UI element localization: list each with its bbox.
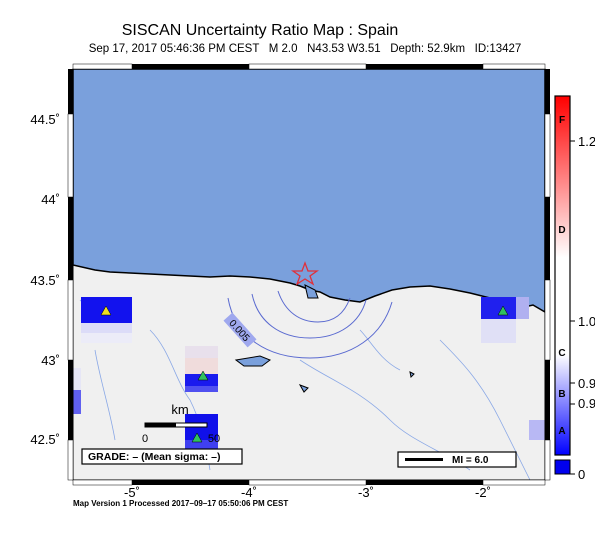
map-area[interactable]: 0.005 km 0 50 GRADE: – (Mean sigma: –) [73, 69, 545, 480]
station-triangle-icon[interactable] [191, 432, 203, 443]
colorbar-value: 0 [578, 467, 585, 482]
colorbar-grades: F D C B A [558, 115, 565, 437]
event-info: Sep 17, 2017 05:46:36 PM CEST M 2.0 N43.… [0, 43, 595, 55]
colorbar-value: 0.9 [578, 396, 595, 411]
event-location: N43.53 W3.51 [307, 43, 381, 55]
longitude-labels: -5˚ -4˚ -3˚ -2˚ [124, 485, 491, 500]
grade-label: F [559, 115, 565, 126]
colorbar-zero-swatch [554, 459, 571, 475]
scale-start: 0 [142, 433, 148, 445]
latitude-labels: 44.5˚ 44˚ 43.5˚ 43˚ 42.5˚ [30, 112, 60, 447]
colorbar-value: 1.2 [578, 134, 595, 149]
lon-tick: -4˚ [241, 485, 257, 500]
event-datetime: Sep 17, 2017 05:46:36 PM CEST [88, 43, 260, 55]
scale-end: 50 [208, 433, 220, 445]
map-frame [67, 63, 551, 486]
station-triangle-icon[interactable] [100, 305, 112, 316]
grade-label: D [558, 225, 565, 236]
lon-tick: -3˚ [358, 485, 374, 500]
scale-bar: km 0 50 [142, 402, 220, 445]
event-magnitude: M 2.0 [268, 43, 298, 55]
grade-text: GRADE: – (Mean sigma: –) [88, 451, 220, 463]
colorbar: F D C B A 1.2 1.0 0.9 0.9 0 [554, 95, 595, 482]
colorbar-ticks [570, 140, 575, 475]
map-footer: Map Version 1 Processed 2017–09–17 05:50… [73, 499, 289, 508]
station-triangle-icon[interactable] [497, 305, 509, 316]
colorbar-value: 0.9 [578, 376, 595, 391]
lakes [234, 284, 415, 393]
stations [100, 305, 509, 443]
lon-tick: -5˚ [124, 485, 140, 500]
mi-legend-text: MI = 6.0 [452, 455, 489, 466]
grade-box: GRADE: – (Mean sigma: –) [81, 448, 243, 465]
event-depth: Depth: 52.9km [390, 43, 466, 55]
grade-label: C [558, 348, 565, 359]
lat-tick: 42.5˚ [30, 432, 60, 447]
map-title: SISCAN Uncertainty Ratio Map : Spain [121, 22, 399, 39]
lat-tick: 44.5˚ [30, 112, 60, 127]
mi-legend: MI = 6.0 [397, 451, 517, 468]
lat-tick: 43.5˚ [30, 273, 60, 288]
station-triangle-icon[interactable] [197, 370, 209, 381]
colorbar-gradient [554, 95, 571, 456]
scale-unit: km [171, 402, 188, 417]
colorbar-values: 1.2 1.0 0.9 0.9 0 [578, 134, 595, 482]
grade-label: A [558, 426, 565, 437]
lat-tick: 43˚ [41, 353, 60, 368]
lon-tick: -2˚ [475, 485, 491, 500]
lat-tick: 44˚ [41, 192, 60, 207]
event-id: ID:13427 [474, 43, 522, 55]
epicenter-star-icon[interactable] [290, 261, 320, 286]
colorbar-value: 1.0 [578, 314, 595, 329]
grade-label: B [558, 389, 565, 400]
